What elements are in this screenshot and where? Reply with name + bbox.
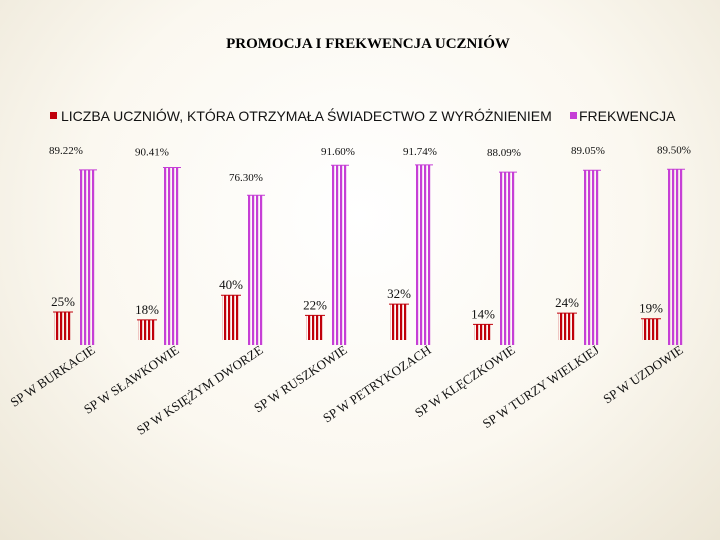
legend-label-promotion: LICZBA UCZNIÓW, KTÓRA OTRZYMAŁA ŚWIADECT… [61, 107, 552, 124]
label-promotion-6: 14% [471, 306, 495, 321]
label-promotion-3: 40% [219, 277, 243, 292]
label-attendance-3: 76.30% [229, 172, 263, 184]
legend-label-attendance: FREKWENCJA [579, 108, 676, 124]
bar-promotion-7 [558, 313, 576, 340]
label-attendance-8: 89.50% [657, 144, 691, 156]
label-attendance-6: 88.09% [487, 147, 521, 159]
label-attendance-1: 89.22% [49, 145, 83, 157]
bar-promotion-8 [642, 318, 660, 340]
bar-attendance-8 [668, 169, 684, 345]
label-promotion-8: 19% [639, 301, 663, 316]
bar-promotion-3 [222, 295, 240, 340]
label-attendance-7: 89.05% [571, 145, 605, 157]
bar-attendance-5 [416, 164, 432, 345]
bar-promotion-2 [138, 319, 156, 340]
bar-attendance-2 [164, 167, 180, 345]
bar-promotion-6 [474, 324, 492, 340]
bar-attendance-7 [584, 170, 600, 345]
legend-swatch-promotion [50, 112, 57, 119]
label-attendance-2: 90.41% [135, 147, 169, 159]
label-attendance-5: 91.74% [403, 146, 437, 158]
bar-promotion-4 [306, 315, 324, 340]
bar-attendance-1 [80, 169, 96, 345]
label-attendance-4: 91.60% [321, 146, 355, 158]
category-label-1: SP W BURKACIE [7, 342, 97, 410]
bar-promotion-1 [54, 312, 72, 340]
bar-attendance-3 [248, 195, 264, 345]
legend: LICZBA UCZNIÓW, KTÓRA OTRZYMAŁA ŚWIADECT… [50, 107, 676, 124]
bars-group [53, 164, 685, 345]
bar-attendance-4 [332, 165, 348, 345]
category-label-8: SP W UZDOWIE [600, 342, 685, 406]
legend-swatch-attendance [570, 112, 577, 119]
bar-promotion-5 [390, 304, 408, 340]
labels-group: 25% 89.22% 18% 90.41% 40% 76.30% 22% 91.60% 32% 9… [49, 144, 691, 321]
label-promotion-4: 22% [303, 297, 327, 312]
bar-attendance-6 [500, 172, 516, 345]
label-promotion-1: 25% [51, 294, 75, 309]
label-promotion-5: 32% [387, 286, 411, 301]
chart-title: PROMOCJA I FREKWENCJA UCZNIÓW [226, 35, 510, 52]
label-promotion-7: 24% [555, 295, 579, 310]
label-promotion-2: 18% [135, 302, 159, 317]
